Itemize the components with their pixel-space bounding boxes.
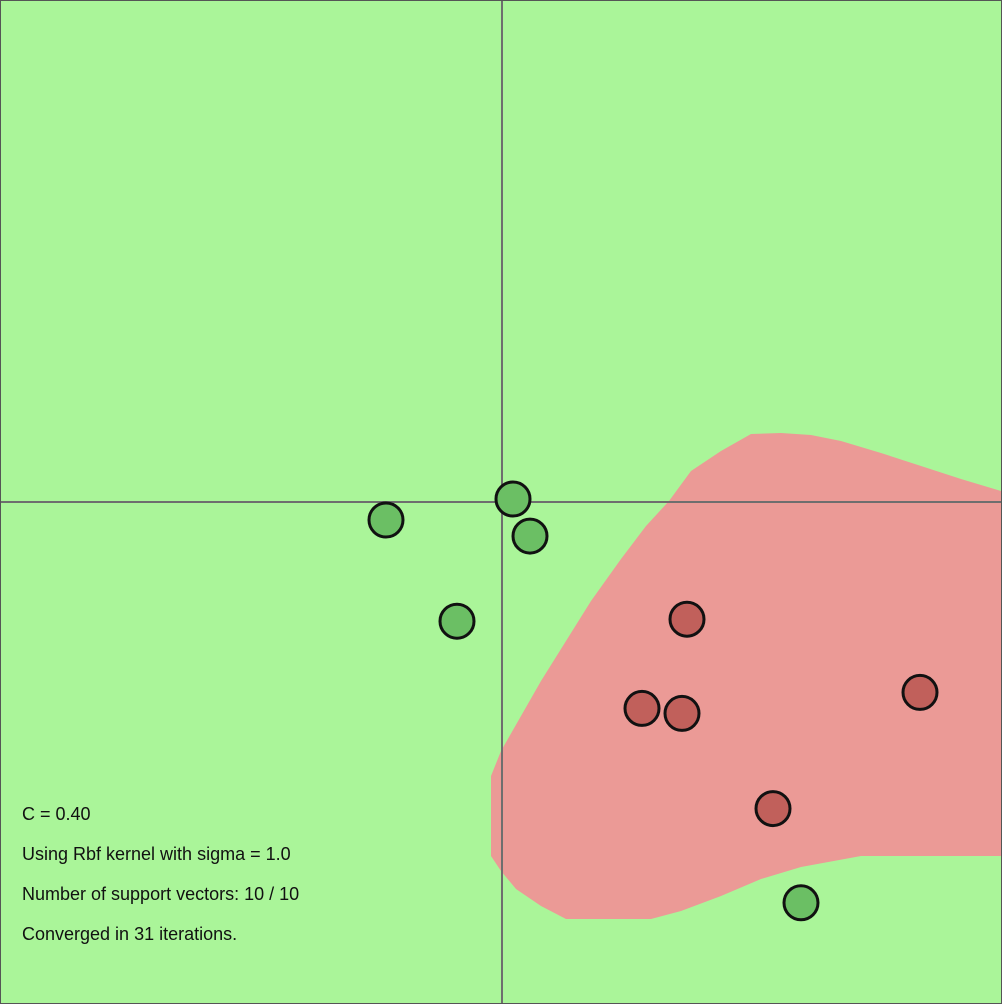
support-vectors-text: Number of support vectors: 10 / 10 xyxy=(22,884,300,904)
positive-point[interactable] xyxy=(438,602,476,640)
negative-region xyxy=(491,433,1001,919)
positive-point[interactable] xyxy=(782,884,820,922)
negative-point[interactable] xyxy=(663,694,701,732)
positive-point[interactable] xyxy=(367,501,405,539)
positive-point[interactable] xyxy=(494,480,532,518)
negative-point[interactable] xyxy=(901,673,939,711)
positive-point[interactable] xyxy=(511,517,549,555)
kernel-info-text: Using Rbf kernel with sigma = 1.0 xyxy=(22,844,291,864)
convergence-text: Converged in 31 iterations. xyxy=(22,924,238,944)
negative-point[interactable] xyxy=(623,689,661,727)
data-points[interactable] xyxy=(367,480,939,922)
negative-point[interactable] xyxy=(754,790,792,828)
negative-point[interactable] xyxy=(668,600,706,638)
c-parameter-text: C = 0.40 xyxy=(22,804,91,824)
